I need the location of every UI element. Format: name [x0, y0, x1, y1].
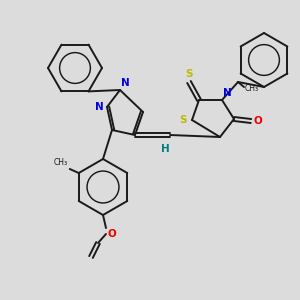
- Text: H: H: [160, 144, 169, 154]
- Text: S: S: [185, 69, 193, 79]
- Text: CH₃: CH₃: [54, 158, 68, 167]
- Text: S: S: [179, 115, 187, 125]
- Text: O: O: [108, 229, 117, 239]
- Text: N: N: [95, 102, 104, 112]
- Text: N: N: [121, 78, 130, 88]
- Text: O: O: [254, 116, 263, 126]
- Text: CH₃: CH₃: [245, 84, 259, 93]
- Text: N: N: [223, 88, 232, 98]
